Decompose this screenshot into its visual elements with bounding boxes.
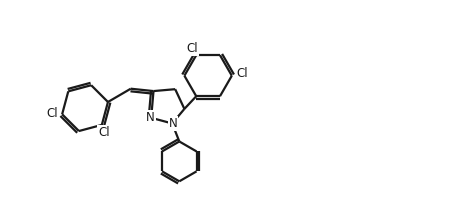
Text: N: N — [146, 111, 155, 124]
Text: Cl: Cl — [99, 126, 110, 139]
Text: Cl: Cl — [236, 67, 248, 80]
Text: N: N — [169, 117, 177, 130]
Text: Cl: Cl — [187, 42, 198, 55]
Text: Cl: Cl — [47, 107, 58, 120]
